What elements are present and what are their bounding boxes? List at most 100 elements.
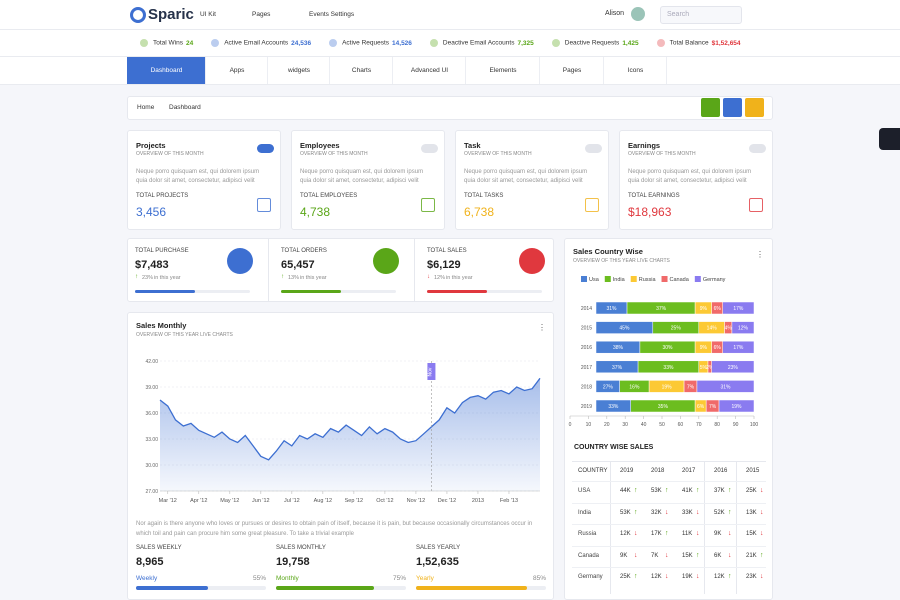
toggle[interactable] [585, 144, 602, 153]
card-subtitle: OVERVIEW OF THIS MONTH [136, 151, 204, 157]
ticker-label: Active Requests [342, 39, 390, 47]
row-rule [572, 567, 766, 569]
toggle[interactable] [749, 144, 766, 153]
x-tick-label: 70 [696, 422, 702, 428]
menu-item[interactable]: UI Kit [200, 11, 216, 18]
settings-button[interactable] [879, 128, 900, 150]
action-button[interactable] [745, 98, 764, 117]
x-tick-label: Aug '12 [314, 498, 332, 504]
nav-tab[interactable] [330, 57, 393, 84]
stat-change: 23% [142, 275, 154, 281]
menu-dots[interactable]: ⋮ [538, 323, 546, 332]
cell-value: 12K [651, 574, 662, 581]
breadcrumb-item: Dashboard [169, 104, 201, 111]
row-rule [572, 545, 766, 547]
metric-label: TOTAL EARNINGS [628, 193, 680, 199]
nav-label[interactable]: Dashboard [150, 67, 183, 74]
search-box[interactable]: Search [660, 6, 742, 24]
nav-tab[interactable] [540, 57, 604, 84]
progress-bar [136, 586, 208, 590]
cell-value: 23K [746, 574, 757, 581]
cell-value: 25K [746, 488, 757, 494]
bar-label: 7% [709, 404, 717, 410]
nav-label[interactable]: Apps [229, 67, 245, 74]
menu-item[interactable]: Events Settings [309, 11, 355, 18]
chart-title: Sales Monthly [136, 321, 187, 330]
ticker-icon [329, 39, 338, 47]
bar-segment [722, 301, 755, 315]
bar-label: 25% [671, 326, 682, 332]
bar-label: 5% [700, 365, 708, 371]
card-text: Neque porro quisquam est, qui dolorem ip… [628, 169, 752, 184]
trend-arrow: ↓ [696, 508, 700, 516]
y-tick-label: 2019 [581, 404, 592, 410]
nav-tab[interactable] [466, 57, 540, 84]
card-title: Earnings [628, 141, 661, 150]
brand: Sparic [148, 6, 194, 23]
summary-value: 1,52,635 [416, 556, 459, 568]
nav-label[interactable]: Pages [562, 67, 582, 74]
toggle[interactable] [421, 144, 438, 153]
trend-arrow: ↓ [665, 573, 669, 581]
card-icon [257, 198, 271, 212]
nav-label[interactable]: Icons [627, 67, 644, 74]
ticker-bar [0, 30, 900, 57]
bar-label: 31% [720, 384, 731, 390]
stat-bar-fill [427, 290, 487, 293]
breadcrumb-item[interactable]: Home [137, 104, 155, 111]
ticker-label: Active Email Accounts [224, 39, 289, 47]
toggle[interactable] [257, 144, 274, 153]
nav-tab[interactable] [268, 57, 330, 84]
country: Germany [578, 574, 603, 581]
avatar[interactable] [631, 7, 645, 21]
nav-tab[interactable] [127, 57, 206, 84]
nav-tab[interactable] [604, 57, 667, 84]
x-tick-label: Sep '12 [345, 498, 363, 504]
cell-value: 17K [651, 531, 662, 538]
row-rule [572, 502, 766, 504]
cell-value: 15K [682, 552, 693, 559]
cell-value: 37K [714, 488, 725, 494]
ticker-item: Deactive Email Accounts 7,325 [429, 39, 534, 47]
bar-label: 4% [725, 326, 733, 332]
nav-label[interactable]: Advanced UI [410, 67, 449, 74]
x-tick-label: 20 [604, 422, 610, 428]
stat-icon [373, 248, 399, 274]
column-header: 2017 [682, 468, 696, 474]
summary-percent: 85% [532, 575, 546, 582]
trend-arrow: ↑ [728, 508, 732, 516]
stat-bar-fill [135, 290, 195, 293]
summary-label: SALES MONTHLY [276, 545, 326, 551]
nav-tab[interactable] [393, 57, 466, 84]
x-tick-label: 30 [622, 422, 628, 428]
y-tick-label: 2016 [581, 345, 592, 351]
trend-arrow: ↓ [665, 551, 669, 559]
y-tick-label: 2015 [581, 326, 592, 332]
y-tick-label: 42.00 [145, 359, 158, 365]
card-subtitle: OVERVIEW OF THIS MONTH [464, 151, 532, 157]
bar-label: 12% [738, 326, 749, 332]
bar-segment [722, 340, 755, 354]
stat-bar-fill [281, 290, 341, 293]
action-button[interactable] [723, 98, 742, 117]
stat-note: in this year [446, 275, 473, 281]
nav-label[interactable]: Charts [351, 67, 372, 74]
cell-value: 9K [714, 531, 722, 538]
nav-label[interactable]: Elements [489, 67, 517, 74]
column-header: COUNTRY [578, 468, 608, 474]
menu-item[interactable]: Pages [252, 11, 271, 18]
cell-value: 6K [714, 552, 722, 559]
action-button[interactable] [701, 98, 720, 117]
nav-tab[interactable] [206, 57, 268, 84]
card-subtitle: OVERVIEW OF THIS MONTH [628, 151, 696, 157]
user-name[interactable]: Alison [605, 10, 625, 17]
cell-value: 44K [620, 488, 631, 494]
ticker-icon [656, 39, 665, 47]
cell-value: 32K [651, 509, 662, 516]
column-header: 2015 [746, 468, 760, 474]
menu-dots[interactable]: ⋮ [756, 250, 764, 259]
nav-label[interactable]: widgets [287, 67, 311, 74]
metric-value: 6,738 [464, 205, 495, 219]
stat-note: in this year [300, 275, 327, 281]
